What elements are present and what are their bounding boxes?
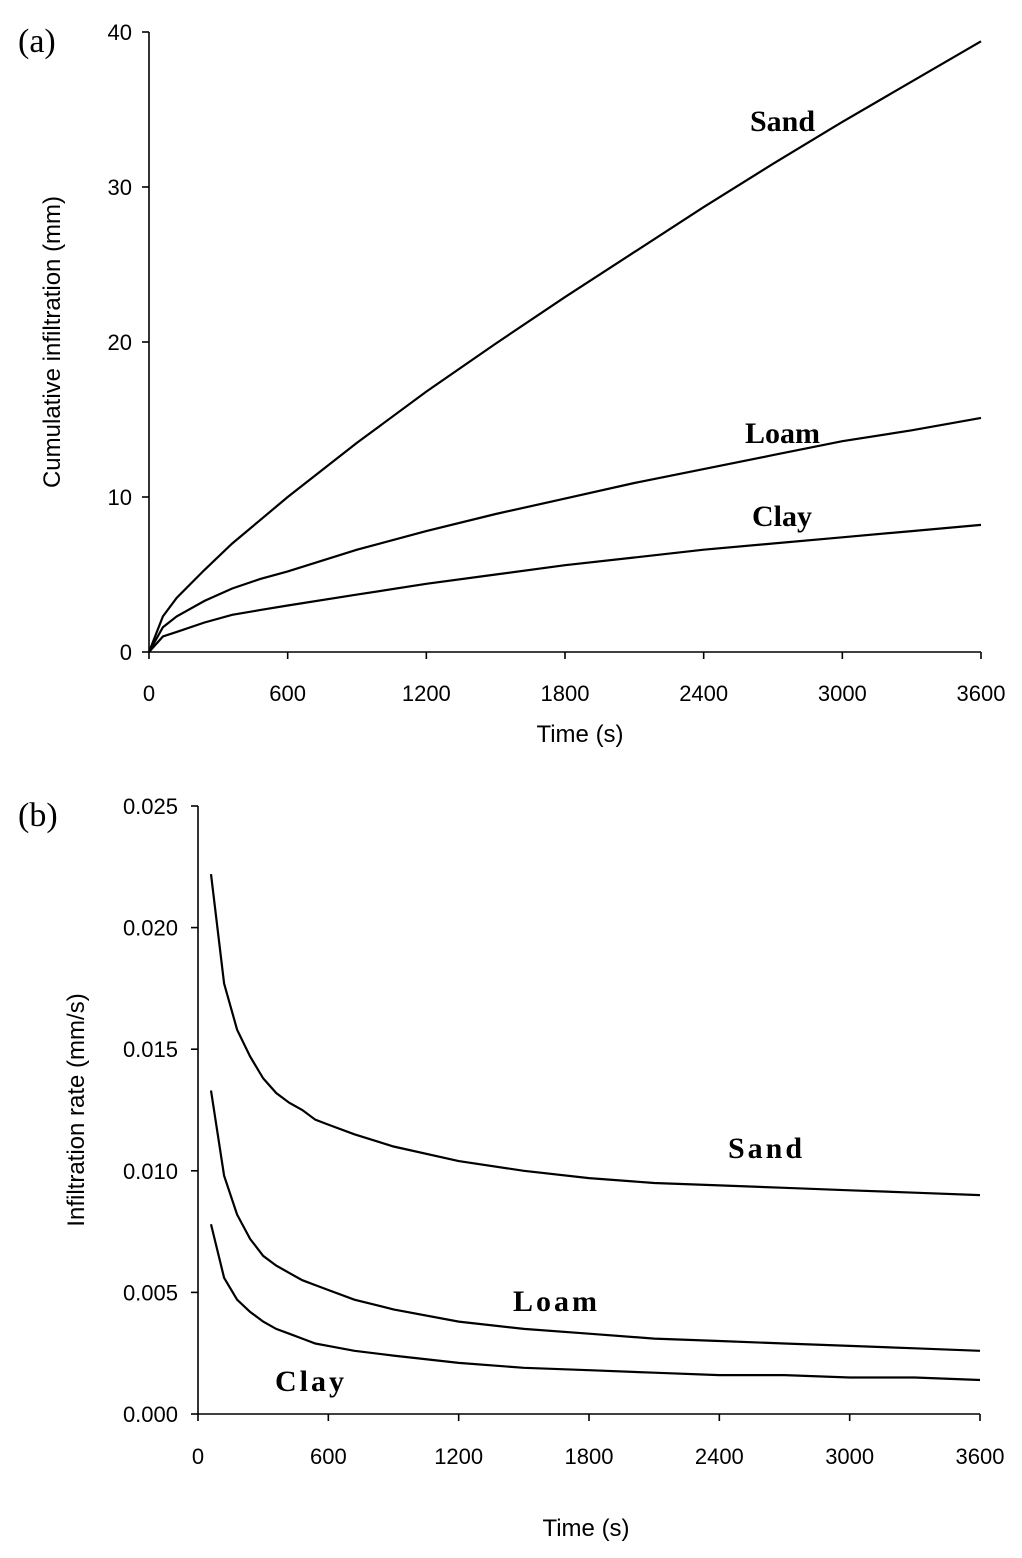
- y-tick-label-b: 0.025: [123, 794, 178, 819]
- x-tick-label-a: 1200: [402, 681, 451, 706]
- series-label-loam-a: Loam: [745, 417, 820, 450]
- x-tick-label-a: 2400: [679, 681, 728, 706]
- x-tick-label-a: 3000: [818, 681, 867, 706]
- y-tick-label-a: 30: [108, 175, 132, 200]
- y-tick-label-b: 0.000: [123, 1402, 178, 1427]
- y-tick-label-a: 40: [108, 20, 132, 45]
- x-axis-label-b: Time (s): [542, 1515, 629, 1542]
- ticks-b: 0 600 1200 1800 2400 3000 3600 0.000 0.005 0.010 0…: [123, 794, 1005, 1469]
- y-tick-label-b: 0.015: [123, 1037, 178, 1062]
- y-tick-label-b: 0.020: [123, 916, 178, 941]
- x-axis-label-a: Time (s): [536, 721, 623, 748]
- y-axis-label-b: Infiltration rate (mm/s): [63, 993, 90, 1226]
- panel-label-b: (b): [18, 797, 58, 834]
- x-tick-label-b: 2400: [695, 1444, 744, 1469]
- x-tick-label-b: 1200: [434, 1444, 483, 1469]
- chart-b: (b) 0 600 1200 1800 2400 3000 3600 0.000 0.005 0.…: [18, 794, 1004, 1542]
- series-label-sand-b: Sand: [728, 1132, 805, 1165]
- series-label-clay-a: Clay: [752, 500, 812, 533]
- y-tick-label-a: 20: [108, 330, 132, 355]
- x-tick-label-b: 3000: [825, 1444, 874, 1469]
- x-tick-label-a: 0: [143, 681, 155, 706]
- x-tick-label-b: 3600: [956, 1444, 1005, 1469]
- ticks-a: 0 600 1200 1800 2400 3000 3600 0 10 20 30 40: [108, 20, 1006, 706]
- series-line-loam-a: [148, 416, 982, 653]
- series-a: [147, 40, 982, 653]
- x-tick-label-b: 600: [310, 1444, 347, 1469]
- panel-label-a: (a): [18, 23, 56, 60]
- series-label-loam-b: Loam: [513, 1285, 600, 1318]
- series-line-loam-b: [209, 1090, 981, 1352]
- y-axis-label-a: Cumulative infiltration (mm): [39, 196, 66, 488]
- series-label-clay-b: Clay: [275, 1365, 347, 1398]
- x-tick-label-a: 3600: [957, 681, 1006, 706]
- x-tick-label-b: 0: [192, 1444, 204, 1469]
- x-tick-label-b: 1800: [565, 1444, 614, 1469]
- x-tick-label-a: 600: [269, 681, 306, 706]
- series-line-clay-a: [148, 523, 982, 653]
- y-tick-label-a: 10: [108, 485, 132, 510]
- y-tick-label-a: 0: [120, 640, 132, 665]
- x-tick-label-a: 1800: [541, 681, 590, 706]
- series-line-sand-a: [147, 40, 982, 653]
- y-tick-label-b: 0.005: [123, 1280, 178, 1305]
- chart-a: (a) 0 600 1200 1800 2400 3000 3600 0 10 20 30 40 Sa…: [18, 20, 1005, 748]
- series-label-sand-a: Sand: [750, 105, 815, 138]
- series-line-sand-b: [209, 873, 981, 1197]
- y-tick-label-b: 0.010: [123, 1159, 178, 1184]
- series-b: [209, 873, 981, 1382]
- series-line-clay-b: [209, 1224, 981, 1382]
